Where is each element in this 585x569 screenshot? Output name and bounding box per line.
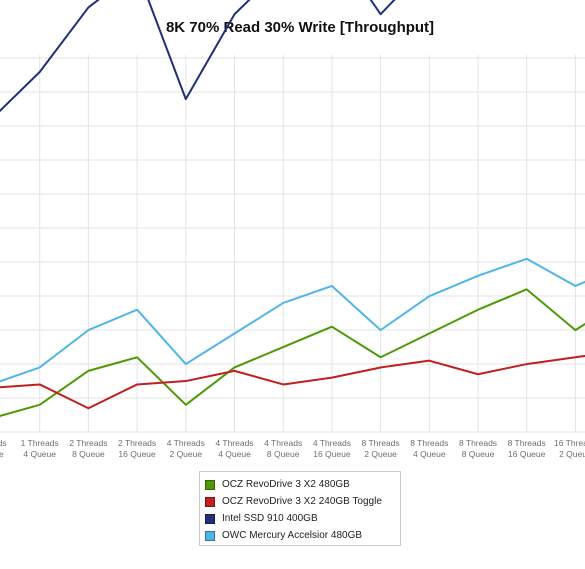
series-line-0 [0, 288, 585, 417]
x-tick-label: 16 Queue [508, 449, 546, 459]
legend-label: Intel SSD 910 400GB [222, 513, 318, 524]
x-tick-label: Threads [0, 438, 7, 448]
x-tick-label: 16 Threads [554, 438, 585, 448]
x-tick-label: 8 Threads [459, 438, 497, 448]
x-tick-label: 2 Queue [364, 449, 397, 459]
x-tick-label: 2 Threads [118, 438, 156, 448]
legend-swatch [205, 496, 215, 507]
x-tick-label: 8 Threads [362, 438, 400, 448]
series-line-3 [0, 257, 585, 383]
x-tick-label: 4 Queue [413, 449, 446, 459]
series-line-2 [0, 0, 396, 113]
x-tick-label: 4 Threads [313, 438, 351, 448]
chart-grid [0, 55, 585, 433]
x-tick-label: Queue [0, 449, 4, 459]
x-tick-label: 2 Threads [69, 438, 107, 448]
x-tick-label: 4 Queue [23, 449, 56, 459]
x-tick-label: 4 Queue [218, 449, 251, 459]
x-tick-label: 2 Queue [559, 449, 585, 459]
x-tick-label: 8 Queue [72, 449, 105, 459]
chart-title: 8K 70% Read 30% Write [Throughput] [165, 19, 435, 36]
x-tick-label: 8 Threads [508, 438, 546, 448]
legend-item: OCZ RevoDrive 3 X2 240GB Toggle [205, 493, 400, 510]
x-tick-label: 8 Queue [267, 449, 300, 459]
chart-legend: OCZ RevoDrive 3 X2 480GB OCZ RevoDrive 3 … [199, 471, 401, 546]
legend-label: OCZ RevoDrive 3 X2 240GB Toggle [222, 496, 382, 507]
series-line-1 [0, 354, 585, 410]
x-tick-label: 8 Queue [462, 449, 495, 459]
x-tick-label: 1 Threads [21, 438, 59, 448]
legend-item: Intel SSD 910 400GB [205, 510, 400, 527]
legend-swatch [205, 530, 215, 541]
legend-swatch [205, 513, 215, 524]
x-tick-label: 4 Threads [215, 438, 253, 448]
legend-label: OCZ RevoDrive 3 X2 480GB [222, 479, 350, 490]
legend-item: OCZ RevoDrive 3 X2 480GB [205, 476, 400, 493]
x-tick-label: 16 Queue [313, 449, 351, 459]
x-tick-label: 8 Threads [410, 438, 448, 448]
legend-item: OWC Mercury Accelsior 480GB [205, 527, 400, 544]
legend-swatch [205, 479, 215, 490]
legend-label: OWC Mercury Accelsior 480GB [222, 530, 363, 541]
x-tick-label: 16 Queue [118, 449, 156, 459]
x-tick-label: 2 Queue [169, 449, 202, 459]
x-tick-label: 4 Threads [264, 438, 302, 448]
x-tick-label: 4 Threads [167, 438, 205, 448]
chart-series [0, 0, 585, 417]
